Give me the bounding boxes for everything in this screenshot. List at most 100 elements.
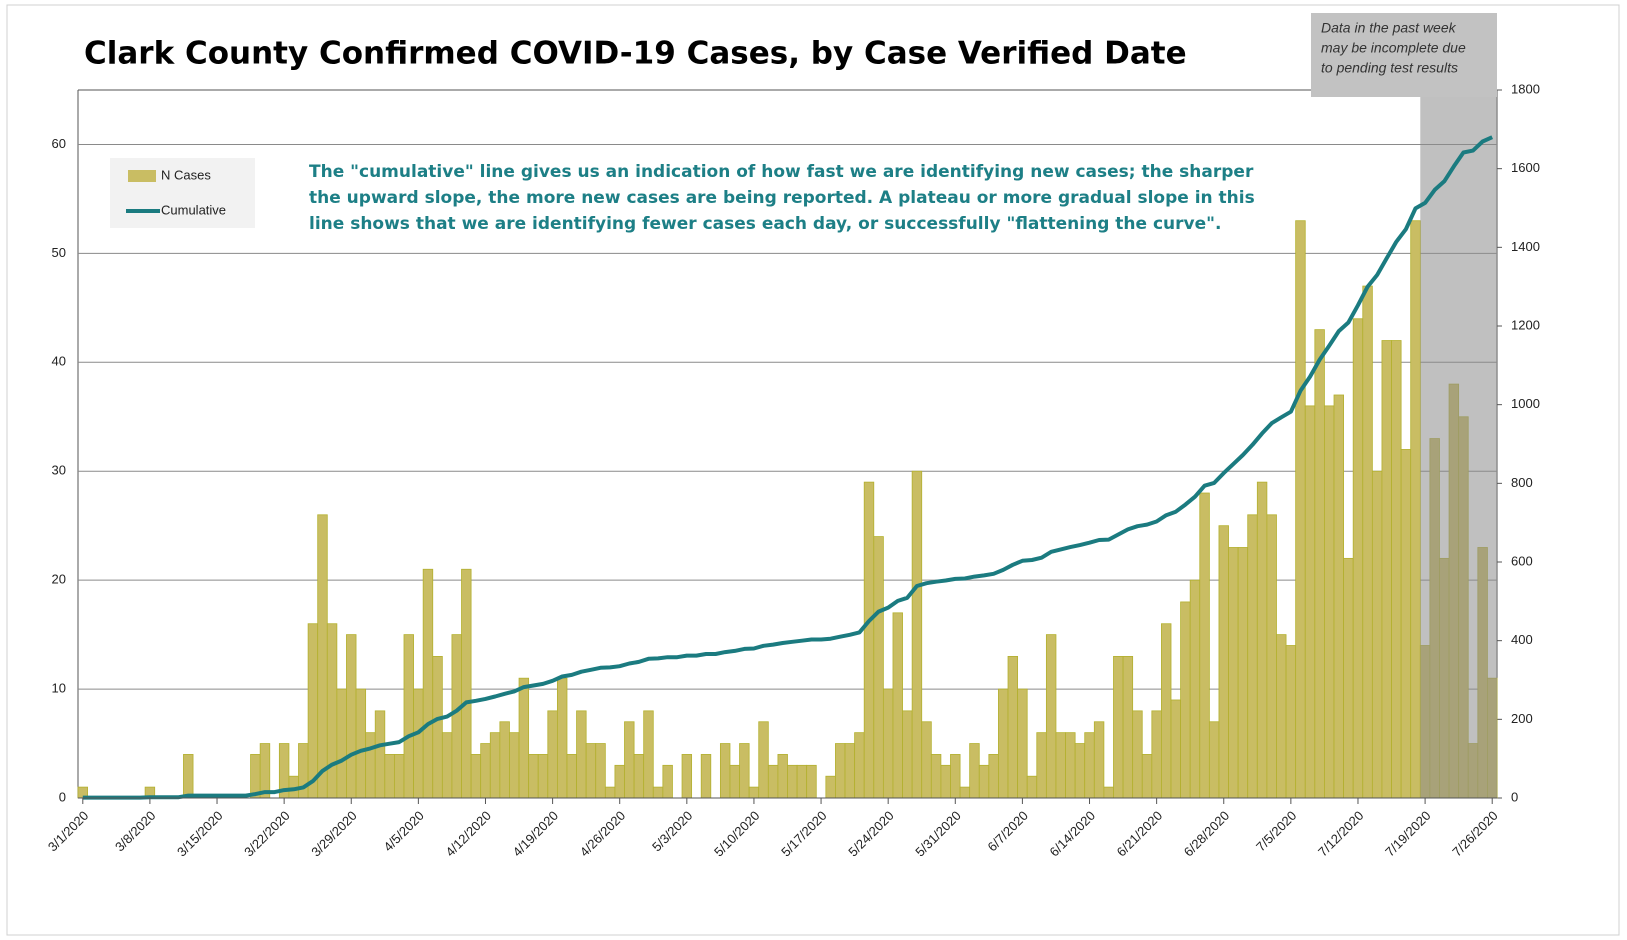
- bar: [1026, 775, 1038, 799]
- bar: [374, 710, 386, 799]
- bar: [1161, 623, 1172, 799]
- y2-tick-label: 200: [1511, 711, 1533, 726]
- x-tick-label: 3/22/2020: [241, 808, 293, 860]
- bar: [806, 764, 817, 799]
- bar: [1324, 405, 1335, 799]
- bar: [1084, 732, 1095, 799]
- bar: [1036, 732, 1047, 799]
- bar: [576, 710, 587, 799]
- bar: [1199, 492, 1210, 799]
- bar: [1276, 634, 1287, 799]
- bar: [1333, 394, 1344, 799]
- bar: [1007, 656, 1019, 799]
- x-tick-label: 6/21/2020: [1114, 808, 1166, 860]
- x-tick-label: 6/7/2020: [985, 808, 1031, 854]
- bar: [1400, 449, 1412, 799]
- bar: [441, 732, 453, 799]
- bar: [882, 688, 894, 799]
- bar: [537, 754, 549, 799]
- chart-title: Clark County Confirmed COVID-19 Cases, b…: [84, 36, 1187, 72]
- bar: [1228, 547, 1239, 799]
- bar: [346, 634, 357, 799]
- bar: [1343, 557, 1354, 799]
- bar: [978, 764, 990, 799]
- bar: [777, 754, 788, 799]
- x-tick-label: 6/28/2020: [1181, 808, 1233, 860]
- bar: [1065, 732, 1076, 799]
- annotation: line shows that we are identifying fewer…: [309, 214, 1221, 234]
- annotation: the upward slope, the more new cases are…: [309, 188, 1255, 208]
- bar: [1113, 656, 1124, 799]
- bar: [1045, 634, 1057, 799]
- bar: [1285, 645, 1297, 799]
- bar: [432, 656, 443, 799]
- y-tick-label: 20: [52, 572, 66, 587]
- bar: [595, 743, 606, 799]
- bar: [911, 470, 923, 799]
- bar: [1362, 285, 1373, 799]
- bar: [1132, 710, 1143, 799]
- bar: [1151, 710, 1162, 799]
- x-tick-label: 3/1/2020: [45, 808, 91, 854]
- bar: [1247, 514, 1258, 799]
- x-tick-label: 7/5/2020: [1253, 808, 1299, 854]
- bar: [930, 754, 942, 799]
- x-tick-label: 7/19/2020: [1382, 808, 1434, 860]
- bar: [1093, 721, 1105, 799]
- y2-tick-label: 1200: [1511, 317, 1540, 332]
- x-tick-label: 7/12/2020: [1315, 808, 1367, 860]
- x-tick-label: 4/5/2020: [381, 808, 427, 854]
- bar: [1295, 220, 1306, 799]
- bar: [940, 764, 951, 799]
- bar: [499, 721, 510, 799]
- bar: [547, 710, 558, 799]
- y-tick-label: 30: [52, 463, 66, 478]
- bar: [873, 536, 884, 799]
- bar: [854, 732, 865, 799]
- bar: [393, 754, 405, 799]
- bar: [1122, 656, 1134, 799]
- bar: [480, 743, 491, 799]
- legend-swatch: [128, 170, 156, 182]
- bar: [1266, 514, 1277, 799]
- bar: [1141, 754, 1153, 799]
- shade-note-box: [1311, 13, 1497, 97]
- bar: [1074, 743, 1086, 799]
- bar: [1410, 220, 1421, 799]
- x-tick-label: 5/24/2020: [845, 808, 897, 860]
- bar: [1304, 405, 1316, 799]
- bar: [758, 721, 769, 799]
- x-tick-label: 5/31/2020: [912, 808, 964, 860]
- shade-note: may be incomplete due: [1321, 40, 1466, 56]
- x-tick-label: 3/29/2020: [308, 808, 360, 860]
- bar: [614, 764, 625, 799]
- bar: [259, 743, 271, 799]
- bar: [489, 732, 501, 799]
- bar: [748, 786, 760, 799]
- y-tick-label: 60: [52, 136, 66, 151]
- y-tick-label: 50: [52, 245, 66, 260]
- bar: [729, 764, 740, 799]
- bar: [950, 754, 961, 799]
- bar: [1391, 340, 1402, 799]
- bar: [633, 754, 645, 799]
- x-tick-label: 3/15/2020: [174, 808, 226, 860]
- y2-tick-label: 0: [1511, 789, 1518, 804]
- bar: [835, 743, 846, 799]
- bar: [566, 754, 577, 799]
- bar: [643, 710, 654, 799]
- bar: [1180, 601, 1191, 799]
- bar: [509, 732, 520, 799]
- bar: [1017, 688, 1028, 799]
- bar: [1314, 329, 1325, 799]
- bar: [1256, 481, 1268, 799]
- bar: [365, 732, 376, 799]
- bar: [470, 754, 482, 799]
- legend-label: N Cases: [161, 167, 211, 182]
- bar: [1352, 318, 1364, 799]
- bar: [355, 688, 367, 799]
- bar: [1055, 732, 1066, 799]
- x-tick-label: 6/14/2020: [1047, 808, 1099, 860]
- x-tick-label: 5/3/2020: [649, 808, 695, 854]
